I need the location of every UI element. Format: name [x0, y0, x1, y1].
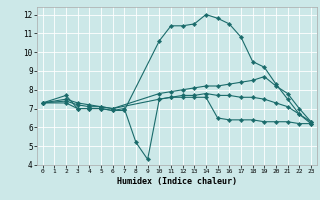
X-axis label: Humidex (Indice chaleur): Humidex (Indice chaleur): [117, 177, 237, 186]
